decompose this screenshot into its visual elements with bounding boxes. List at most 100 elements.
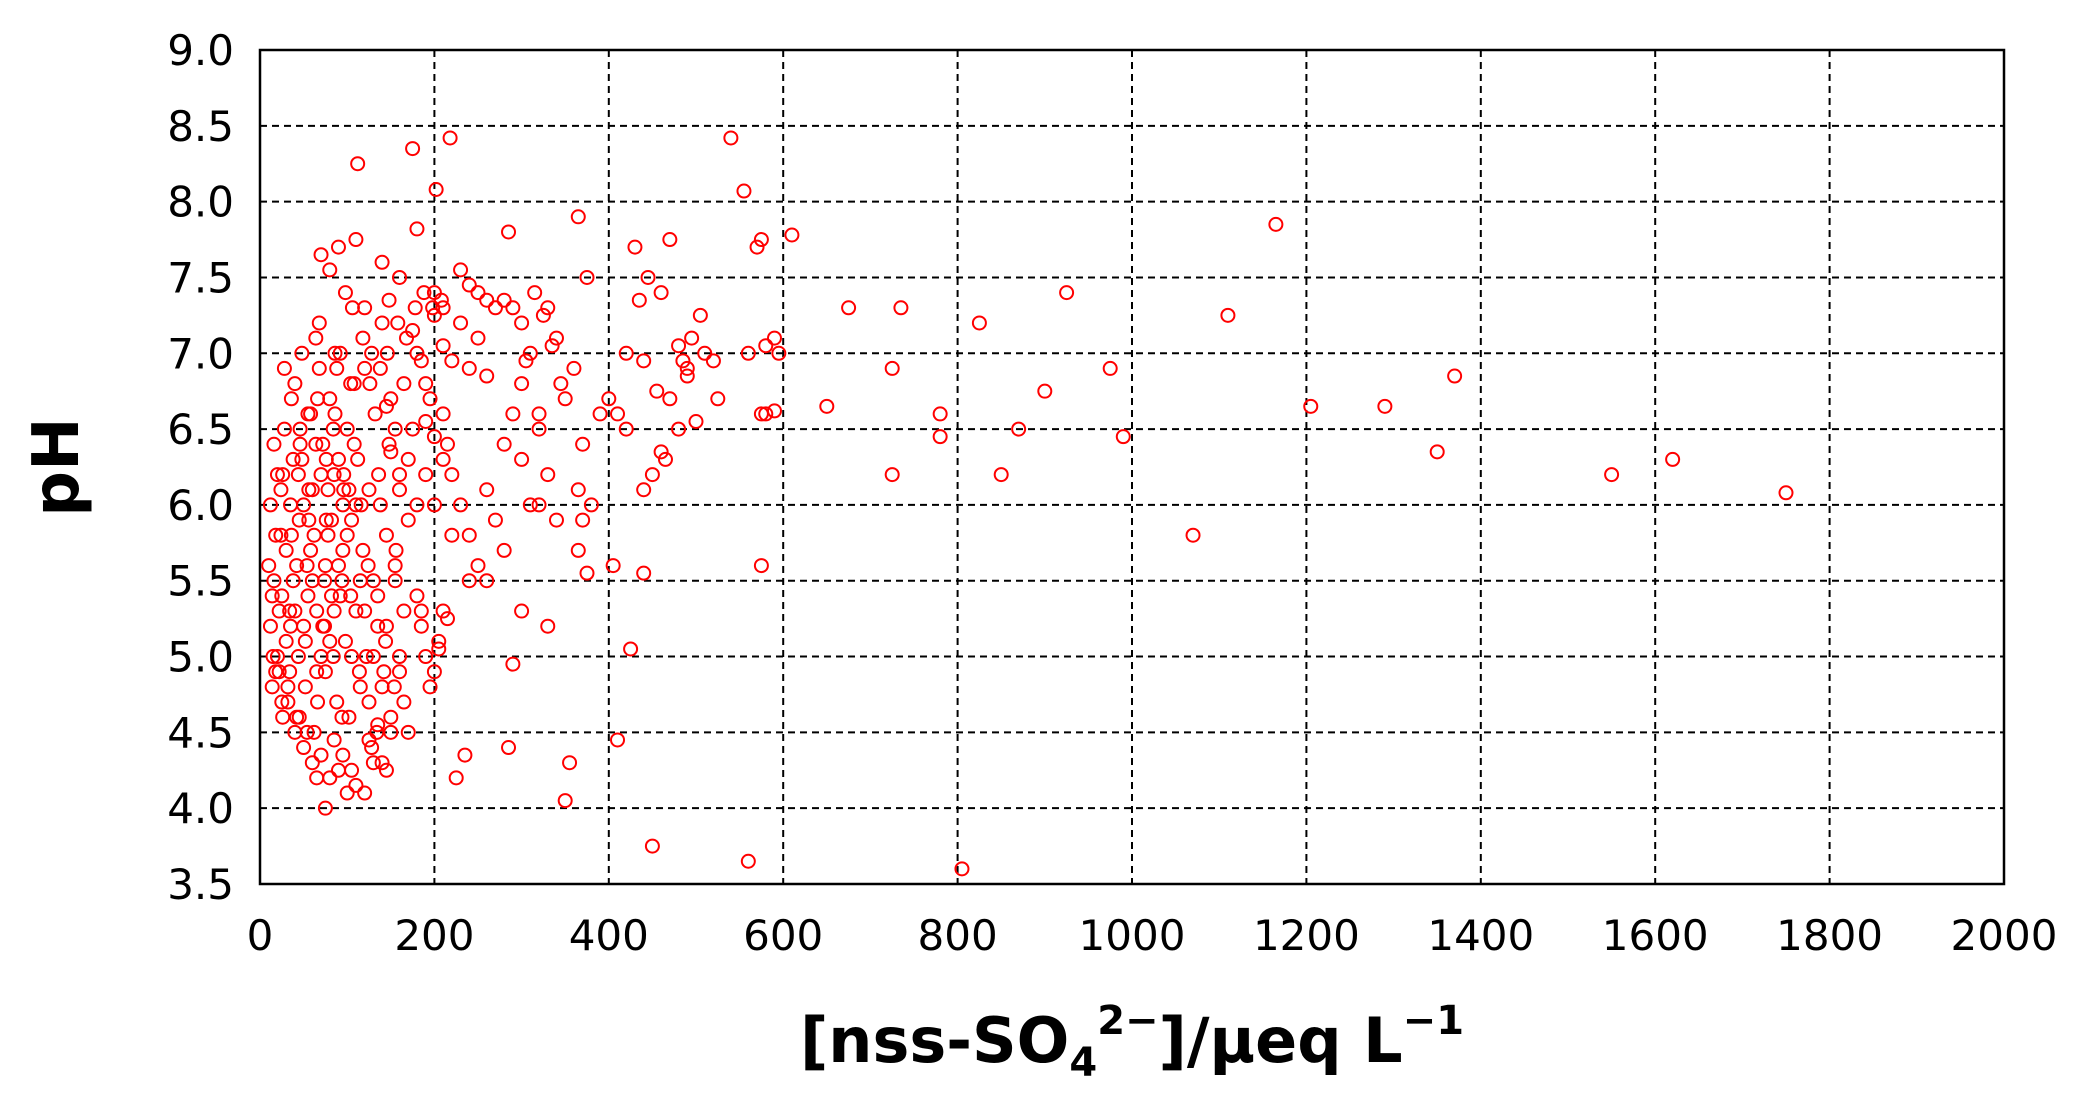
data-point [396,694,412,710]
x-tick-label: 1800 [1776,911,1883,960]
data-point [387,421,403,437]
data-point [326,603,342,619]
data-point [692,307,708,323]
data-point [296,497,312,513]
data-point [374,315,390,331]
data-point [372,497,388,513]
data-point [278,633,294,649]
data-points [261,130,1794,877]
y-tick-label: 7.0 [167,329,234,378]
data-point [392,467,408,483]
data-point [671,338,687,354]
data-point [268,527,284,543]
data-point [290,467,306,483]
data-point [283,618,299,634]
data-point [341,709,357,725]
data-point [285,451,301,467]
data-point [274,588,290,604]
data-point [348,603,364,619]
data-point [313,747,329,763]
data-point [360,558,376,574]
y-tick-labels: 3.5 4.0 4.5 5.0 5.5 6.0 6.5 7.0 7.5 8.0 8.5 9.0 [167,26,234,909]
data-point [409,345,425,361]
data-point [400,451,416,467]
data-point [557,793,573,809]
data-point [335,747,351,763]
data-point [308,436,324,452]
data-point [418,414,434,430]
data-point [371,467,387,483]
data-point [453,262,469,278]
y-tick-label: 8.5 [167,102,234,151]
data-point [344,300,360,316]
x-axis-title: [nss-SO42−]/μeq L−1 [800,998,1464,1086]
data-point [357,785,373,801]
data-point [262,618,278,634]
data-point [274,694,290,710]
data-point [422,679,438,695]
data-point [320,482,336,498]
data-point [631,292,647,308]
data-point [422,391,438,407]
y-tick-label: 5.0 [167,633,234,682]
data-point [636,482,652,498]
data-point [723,130,739,146]
data-point [435,338,451,354]
data-point [531,497,547,513]
data-point [501,224,517,240]
data-point [753,558,769,574]
data-point [325,421,341,437]
data-point [299,558,315,574]
data-point [679,360,695,376]
data-point [1268,216,1284,232]
data-point [570,542,586,558]
data-point [435,406,451,422]
data-point [365,649,381,665]
data-point [425,300,441,316]
data-point [343,588,359,604]
data-point [435,603,451,619]
data-point [413,618,429,634]
data-point [407,300,423,316]
data-point [418,467,434,483]
data-point [300,588,316,604]
x-tick-label: 800 [918,911,998,960]
data-point [287,376,303,392]
data-point [290,649,306,665]
data-point [479,482,495,498]
data-point [601,391,617,407]
data-point [662,232,678,248]
data-point [540,467,556,483]
data-point [418,376,434,392]
data-point [318,512,334,528]
data-point [841,300,857,316]
data-point [308,330,324,346]
data-point [413,353,429,369]
data-point [294,345,310,361]
x-axis-title-unit: ]/μeq L [1159,1004,1403,1077]
data-point [296,740,312,756]
data-point [348,777,364,793]
data-point [317,618,333,634]
data-point [310,694,326,710]
data-point [339,527,355,543]
data-point [426,664,442,680]
data-point [329,694,345,710]
data-point [548,330,564,346]
x-axis-title-main: [nss-SO [800,1004,1069,1077]
data-point [1037,383,1053,399]
data-point [444,467,460,483]
data-point [623,641,639,657]
data-point [383,444,399,460]
data-point [350,156,366,172]
data-point [361,732,377,748]
data-point [370,588,386,604]
data-point [433,292,449,308]
data-point [766,330,782,346]
data-point [381,436,397,452]
x-tick-label: 1600 [1602,911,1709,960]
data-point [444,353,460,369]
data-point [309,770,325,786]
data-point [710,391,726,407]
data-point [431,633,447,649]
